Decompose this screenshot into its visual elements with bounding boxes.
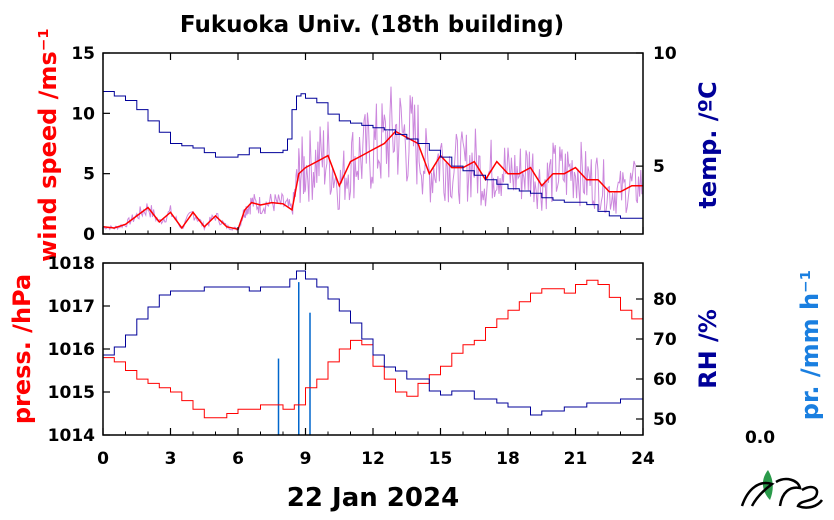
y-tick-label: 10 <box>71 104 95 124</box>
y-tick-label: 5 <box>83 165 95 185</box>
y-tick-label: 70 <box>653 330 677 350</box>
precip-axis-label: pr. /mm h⁻¹ <box>796 270 824 420</box>
rh-axis-label: RH /% <box>694 309 722 389</box>
top-x-ticks <box>102 53 644 234</box>
y-tick-label: 5 <box>653 157 665 177</box>
chart-title: Fukuoka Univ. (18th building) <box>180 12 564 38</box>
x-tick-label: 9 <box>300 449 312 469</box>
pressure-axis-label: press. /hPa <box>8 274 36 424</box>
temp-axis-label: temp. /ºC <box>694 81 722 208</box>
x-tick-label: 6 <box>232 449 244 469</box>
humidity-line <box>103 270 643 416</box>
y-tick-label: 1017 <box>48 297 95 317</box>
precip-bars <box>277 282 311 435</box>
institution-logo <box>740 470 824 509</box>
x-tick-label: 15 <box>429 449 453 469</box>
y-tick-label: 1015 <box>48 383 95 403</box>
x-tick-label: 18 <box>496 449 520 469</box>
y-tick-label: 50 <box>653 410 677 430</box>
y-tick-label: 15 <box>71 44 95 64</box>
wind-raw-trace <box>102 86 643 232</box>
y-tick-label: 80 <box>653 290 677 310</box>
wind-speed-line <box>102 130 643 231</box>
x-tick-label: 24 <box>631 449 655 469</box>
wind-raw-line <box>102 86 643 232</box>
top-panel-frame <box>102 52 644 235</box>
y-tick-label: 60 <box>653 370 677 390</box>
date-label: 22 Jan 2024 <box>287 483 459 513</box>
rh-axis-ticks: 50 60 70 80 <box>636 290 677 430</box>
y-tick-label: 0 <box>83 225 95 245</box>
bottom-x-ticks: 0 3 6 9 12 15 18 21 24 <box>97 263 655 469</box>
wind-axis-ticks: 0 5 10 15 <box>71 44 110 245</box>
x-tick-label: 3 <box>165 449 177 469</box>
wind-axis-label: wind speed /ms⁻¹ <box>34 28 62 262</box>
precip-value-label: 0.0 <box>745 428 775 448</box>
y-tick-label: 1014 <box>48 426 95 446</box>
bottom-panel: 0 3 6 9 12 15 18 21 24 1014 1015 1016 1017 1018 50 60… <box>8 254 824 469</box>
y-tick-label: 1016 <box>48 340 95 360</box>
x-tick-label: 12 <box>361 449 385 469</box>
temperature-line <box>103 91 643 219</box>
pressure-axis-ticks: 1014 1015 1016 1017 1018 <box>48 254 110 446</box>
y-tick-label: 10 <box>653 44 677 64</box>
top-panel: 0 5 10 15 5 10 wind speed /ms⁻¹ temp. /ºC <box>34 28 722 262</box>
x-tick-label: 21 <box>564 449 588 469</box>
temp-axis-ticks: 5 10 <box>636 44 677 177</box>
y-tick-label: 1018 <box>48 254 95 274</box>
x-tick-label: 0 <box>97 449 109 469</box>
